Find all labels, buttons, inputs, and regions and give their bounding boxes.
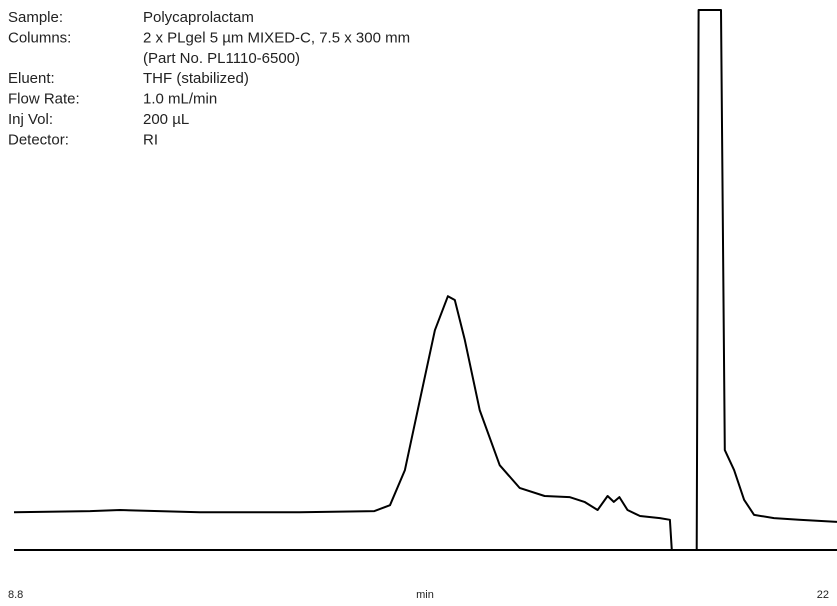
info-text: Polycaprolactam	[143, 9, 254, 26]
x-axis-label: min	[416, 589, 434, 601]
x-tick-label: 22	[817, 589, 829, 601]
info-label: Eluent:	[8, 70, 55, 87]
info-text: 200 µL	[143, 111, 189, 128]
info-text: 1.0 mL/min	[143, 91, 217, 108]
x-tick-label: 8.8	[8, 589, 23, 601]
info-label: Flow Rate:	[8, 91, 80, 108]
info-text: RI	[143, 131, 158, 148]
info-label: Columns:	[8, 29, 71, 46]
trace	[13, 9, 837, 551]
info-label: Detector:	[8, 131, 69, 148]
info-text: THF (stabilized)	[143, 70, 249, 87]
info-label: Inj Vol:	[8, 111, 53, 128]
info-text: (Part No. PL1110-6500)	[143, 50, 300, 67]
info-label: Sample:	[8, 9, 63, 26]
info-text: 2 x PLgel 5 µm MIXED-C, 7.5 x 300 mm	[143, 29, 410, 46]
